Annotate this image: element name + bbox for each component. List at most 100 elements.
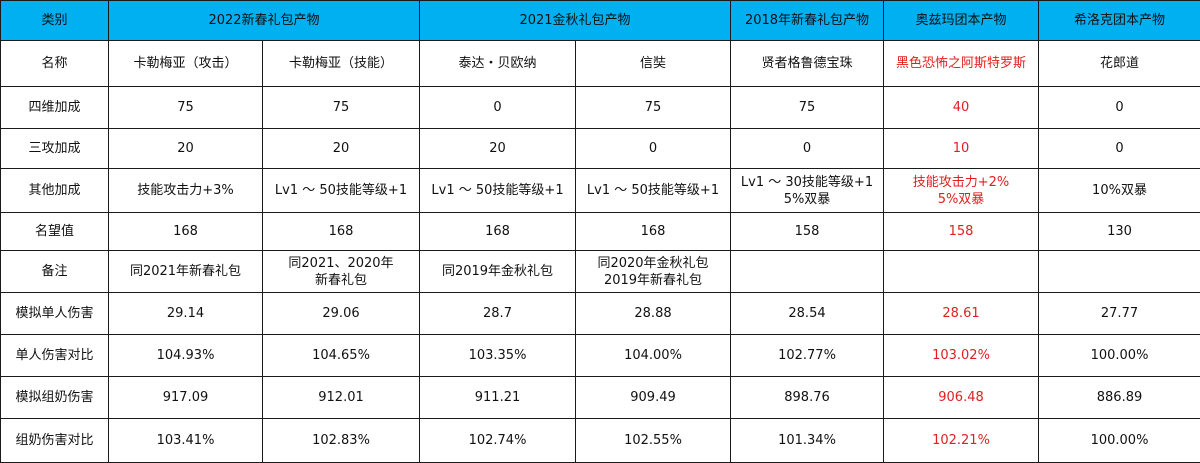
table-cell: 102.83% xyxy=(263,419,420,463)
table-cell: 同2021年新春礼包 xyxy=(109,251,263,293)
table-cell: 104.00% xyxy=(576,335,731,377)
table-cell: 75 xyxy=(731,87,884,129)
group-header-2022-spring: 2022新春礼包产物 xyxy=(109,1,420,41)
table-cell: 10%双暴 xyxy=(1039,169,1200,213)
corner-header: 类别 xyxy=(1,1,109,41)
table-cell: 信奘 xyxy=(576,41,731,87)
table-cell: 贤者格鲁德宝珠 xyxy=(731,41,884,87)
cell-line: 同2021年新春礼包 xyxy=(111,263,260,280)
table-cell xyxy=(1039,251,1200,293)
cell-line: Lv1 ～ 50技能等级+1 xyxy=(265,182,417,199)
row-label: 名称 xyxy=(1,41,109,87)
group-header-2021-autumn: 2021金秋礼包产物 xyxy=(420,1,731,41)
cell-line: Lv1 ～ 30技能等级+1 xyxy=(733,174,881,191)
table-cell xyxy=(884,251,1039,293)
table-cell: 75 xyxy=(263,87,420,129)
cell-line: 同2020年金秋礼包 xyxy=(578,255,728,272)
table-cell: 898.76 xyxy=(731,377,884,419)
table-cell: 29.14 xyxy=(109,293,263,335)
table-cell: 168 xyxy=(263,213,420,251)
cell-line: 2019年新春礼包 xyxy=(578,272,728,289)
table-cell: 卡勒梅亚（技能） xyxy=(263,41,420,87)
table-cell: 158 xyxy=(731,213,884,251)
cell-line: 10%双暴 xyxy=(1041,182,1198,199)
table-cell: 158 xyxy=(884,213,1039,251)
table-cell: 168 xyxy=(109,213,263,251)
row-label: 三攻加成 xyxy=(1,129,109,169)
table-cell: 102.74% xyxy=(420,419,576,463)
table-cell: 104.65% xyxy=(263,335,420,377)
row-label: 备注 xyxy=(1,251,109,293)
cell-line: 新春礼包 xyxy=(265,272,417,289)
table-cell: 28.54 xyxy=(731,293,884,335)
table-cell: 28.61 xyxy=(884,293,1039,335)
table-cell: 28.7 xyxy=(420,293,576,335)
table-cell: 同2021、2020年新春礼包 xyxy=(263,251,420,293)
table-cell: 0 xyxy=(731,129,884,169)
table-cell xyxy=(731,251,884,293)
row-label: 单人伤害对比 xyxy=(1,335,109,377)
table-cell: 168 xyxy=(576,213,731,251)
table-cell: 102.21% xyxy=(884,419,1039,463)
table-cell: 28.88 xyxy=(576,293,731,335)
cell-line: 技能攻击力+2% xyxy=(886,174,1036,191)
table-cell: 102.77% xyxy=(731,335,884,377)
cell-line: 同2019年金秋礼包 xyxy=(422,263,573,280)
cell-line: 技能攻击力+3% xyxy=(111,182,260,199)
table-cell: 100.00% xyxy=(1039,335,1200,377)
group-header-siroco-raid: 希洛克团本产物 xyxy=(1039,1,1200,41)
cell-line: 5%双暴 xyxy=(733,191,881,208)
table-cell: 29.06 xyxy=(263,293,420,335)
table-cell: 0 xyxy=(1039,129,1200,169)
cell-line: 同2021、2020年 xyxy=(265,255,417,272)
row-label: 模拟组奶伤害 xyxy=(1,377,109,419)
table-cell: 912.01 xyxy=(263,377,420,419)
table-cell: 27.77 xyxy=(1039,293,1200,335)
table-cell: 168 xyxy=(420,213,576,251)
row-label: 组奶伤害对比 xyxy=(1,419,109,463)
table-cell: 917.09 xyxy=(109,377,263,419)
table-cell: 101.34% xyxy=(731,419,884,463)
table-cell: Lv1 ～ 50技能等级+1 xyxy=(420,169,576,213)
table-cell: 103.35% xyxy=(420,335,576,377)
row-label: 四维加成 xyxy=(1,87,109,129)
row-name: 名称卡勒梅亚（攻击）卡勒梅亚（技能）泰达・贝欧纳信奘贤者格鲁德宝珠黑色恐怖之阿斯… xyxy=(1,41,1200,87)
table-cell: 0 xyxy=(1039,87,1200,129)
header-row: 类别 2022新春礼包产物 2021金秋礼包产物 2018年新春礼包产物 奥兹玛… xyxy=(1,1,1200,41)
group-header-ozma-raid: 奥兹玛团本产物 xyxy=(884,1,1039,41)
cell-line: 5%双暴 xyxy=(886,191,1036,208)
table-cell: 75 xyxy=(109,87,263,129)
table-cell: 20 xyxy=(109,129,263,169)
row-label: 其他加成 xyxy=(1,169,109,213)
table-cell: 20 xyxy=(420,129,576,169)
table-cell: 20 xyxy=(263,129,420,169)
table-cell: 102.55% xyxy=(576,419,731,463)
table-cell: 103.02% xyxy=(884,335,1039,377)
cell-line: Lv1 ～ 50技能等级+1 xyxy=(578,182,728,199)
table-cell: 技能攻击力+2%5%双暴 xyxy=(884,169,1039,213)
table-cell: 技能攻击力+3% xyxy=(109,169,263,213)
table-cell: 10 xyxy=(884,129,1039,169)
table-cell: 103.41% xyxy=(109,419,263,463)
table-cell: 911.21 xyxy=(420,377,576,419)
table-cell: 卡勒梅亚（攻击） xyxy=(109,41,263,87)
row-note: 备注同2021年新春礼包同2021、2020年新春礼包同2019年金秋礼包同20… xyxy=(1,251,1200,293)
table-cell: 泰达・贝欧纳 xyxy=(420,41,576,87)
table-cell: 0 xyxy=(420,87,576,129)
table-cell: 同2019年金秋礼包 xyxy=(420,251,576,293)
table-cell: Lv1 ～ 50技能等级+1 xyxy=(263,169,420,213)
row-label: 模拟单人伤害 xyxy=(1,293,109,335)
table-cell: 104.93% xyxy=(109,335,263,377)
table-cell: 花郎道 xyxy=(1039,41,1200,87)
